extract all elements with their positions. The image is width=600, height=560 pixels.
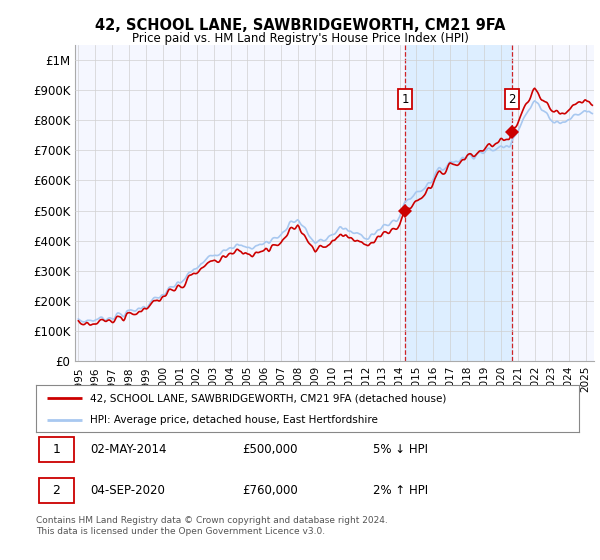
Text: 04-SEP-2020: 04-SEP-2020 — [91, 484, 165, 497]
Text: 1: 1 — [401, 92, 409, 105]
Text: Contains HM Land Registry data © Crown copyright and database right 2024.
This d: Contains HM Land Registry data © Crown c… — [36, 516, 388, 536]
Text: 42, SCHOOL LANE, SAWBRIDGEWORTH, CM21 9FA: 42, SCHOOL LANE, SAWBRIDGEWORTH, CM21 9F… — [95, 18, 505, 33]
Text: 2: 2 — [509, 92, 516, 105]
Text: 1: 1 — [52, 444, 60, 456]
FancyBboxPatch shape — [39, 437, 74, 463]
Text: 02-MAY-2014: 02-MAY-2014 — [91, 444, 167, 456]
FancyBboxPatch shape — [39, 478, 74, 503]
Text: 5% ↓ HPI: 5% ↓ HPI — [373, 444, 428, 456]
Text: £500,000: £500,000 — [242, 444, 298, 456]
Text: £760,000: £760,000 — [242, 484, 298, 497]
Text: 2: 2 — [52, 484, 60, 497]
Text: Price paid vs. HM Land Registry's House Price Index (HPI): Price paid vs. HM Land Registry's House … — [131, 32, 469, 45]
Text: 42, SCHOOL LANE, SAWBRIDGEWORTH, CM21 9FA (detached house): 42, SCHOOL LANE, SAWBRIDGEWORTH, CM21 9F… — [91, 393, 446, 403]
Bar — [405, 45, 512, 361]
Text: HPI: Average price, detached house, East Hertfordshire: HPI: Average price, detached house, East… — [91, 416, 378, 426]
Text: 2% ↑ HPI: 2% ↑ HPI — [373, 484, 428, 497]
